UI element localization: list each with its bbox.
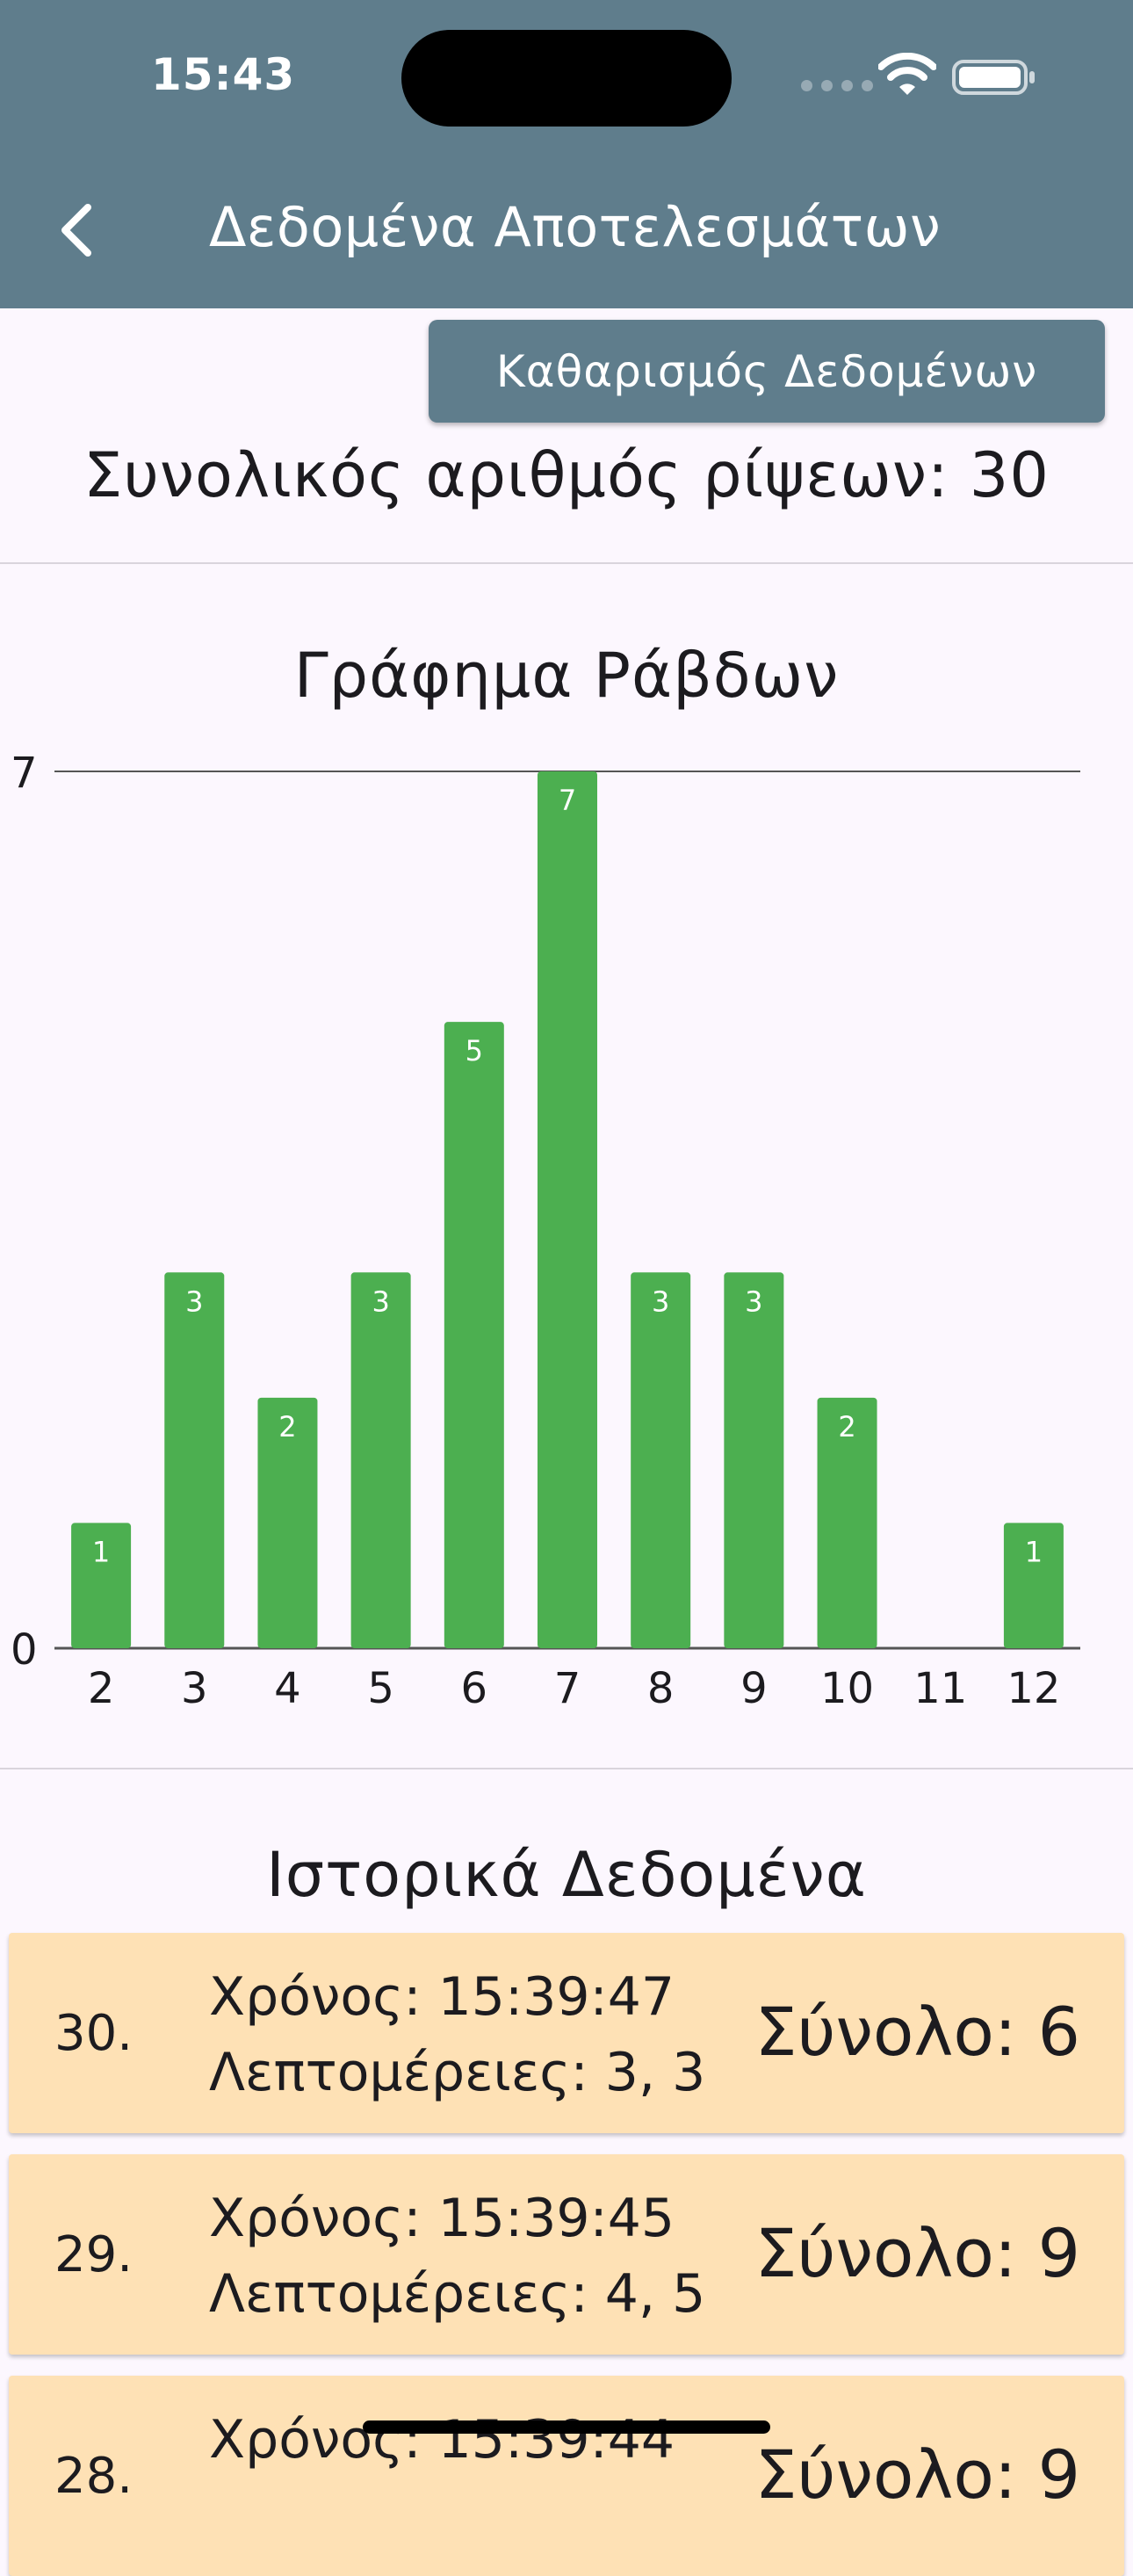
clear-data-button[interactable]: Καθαρισμός Δεδομένων xyxy=(429,320,1105,423)
bar-value-label: 3 xyxy=(372,1284,389,1318)
page-title: Δεδομένα Αποτελεσμάτων xyxy=(209,195,942,259)
divider xyxy=(0,562,1133,564)
history-details: Λεπτομέρειες: 4, 5 xyxy=(209,2263,706,2325)
app-bar: 15:43 Δεδομένα Αποτελεσμάτων xyxy=(0,0,1133,308)
history-time: Χρόνος: 15:39:44 xyxy=(209,2409,675,2471)
wifi-icon xyxy=(878,53,936,95)
dynamic-island xyxy=(401,30,732,127)
signal-icon xyxy=(801,80,873,91)
chart-bar xyxy=(1003,1523,1064,1648)
bar-value-label: 1 xyxy=(92,1535,110,1568)
bar-value-label: 3 xyxy=(652,1284,669,1318)
status-time: 15:43 xyxy=(151,49,296,100)
x-tick-label: 12 xyxy=(1007,1664,1060,1713)
chart-title: Γράφημα Ράβδων xyxy=(293,640,840,712)
bar-value-label: 2 xyxy=(278,1410,296,1444)
history-card: 29. Χρόνος: 15:39:45 Λεπτομέρειες: 4, 5 Σύν… xyxy=(9,2154,1124,2355)
x-tick-label: 7 xyxy=(554,1664,581,1713)
x-tick-label: 8 xyxy=(647,1664,675,1713)
x-tick-label: 11 xyxy=(913,1664,967,1713)
bar-value-label: 5 xyxy=(465,1034,483,1067)
chart-bar xyxy=(164,1272,225,1648)
chart-bar xyxy=(817,1397,877,1648)
chart-bar xyxy=(257,1397,318,1648)
x-tick-label: 5 xyxy=(367,1664,394,1713)
history-title: Ιστορικά Δεδομένα xyxy=(266,1839,867,1911)
bar-value-label: 2 xyxy=(838,1410,855,1444)
chart-bar xyxy=(444,1022,504,1648)
chart-bar xyxy=(631,1272,691,1648)
total-throws-label: Συνολικός αριθμός ρίψεων: 30 xyxy=(83,439,1050,511)
x-tick-label: 4 xyxy=(274,1664,301,1713)
bar-value-label: 3 xyxy=(185,1284,203,1318)
x-tick-label: 3 xyxy=(181,1664,208,1713)
history-details: Λεπτομέρειες: 3, 3 xyxy=(209,2042,706,2103)
bar-value-label: 1 xyxy=(1025,1535,1043,1568)
chart-bar xyxy=(71,1523,132,1648)
history-time: Χρόνος: 15:39:45 xyxy=(209,2188,675,2249)
x-tick-label: 10 xyxy=(820,1664,874,1713)
history-sum: Σύνολο: 9 xyxy=(754,2435,1080,2514)
bar-value-label: 3 xyxy=(745,1284,762,1318)
chart-bar xyxy=(350,1272,411,1648)
history-index: 29. xyxy=(54,2226,134,2283)
battery-icon xyxy=(952,60,1035,95)
back-button[interactable] xyxy=(51,195,104,265)
chart-bar xyxy=(724,1272,784,1648)
history-card: 28. Χρόνος: 15:39:44 Σύνολο: 9 xyxy=(9,2376,1124,2576)
chart-bar xyxy=(538,771,597,1648)
history-card: 30. Χρόνος: 15:39:47 Λεπτομέρειες: 3, 3 Σύν… xyxy=(9,1933,1124,2133)
x-tick-label: 9 xyxy=(740,1664,768,1713)
history-sum: Σύνολο: 6 xyxy=(754,1993,1080,2071)
y-tick-label: 0 xyxy=(11,1625,38,1675)
y-tick-label: 7 xyxy=(11,756,38,798)
history-time: Χρόνος: 15:39:47 xyxy=(209,1966,675,2028)
divider xyxy=(0,1768,1133,1769)
bar-value-label: 7 xyxy=(559,784,576,817)
history-sum: Σύνολο: 9 xyxy=(754,2214,1080,2292)
x-tick-label: 6 xyxy=(461,1664,488,1713)
history-index: 30. xyxy=(54,2005,134,2062)
x-tick-label: 2 xyxy=(88,1664,115,1713)
home-indicator xyxy=(363,2420,770,2434)
